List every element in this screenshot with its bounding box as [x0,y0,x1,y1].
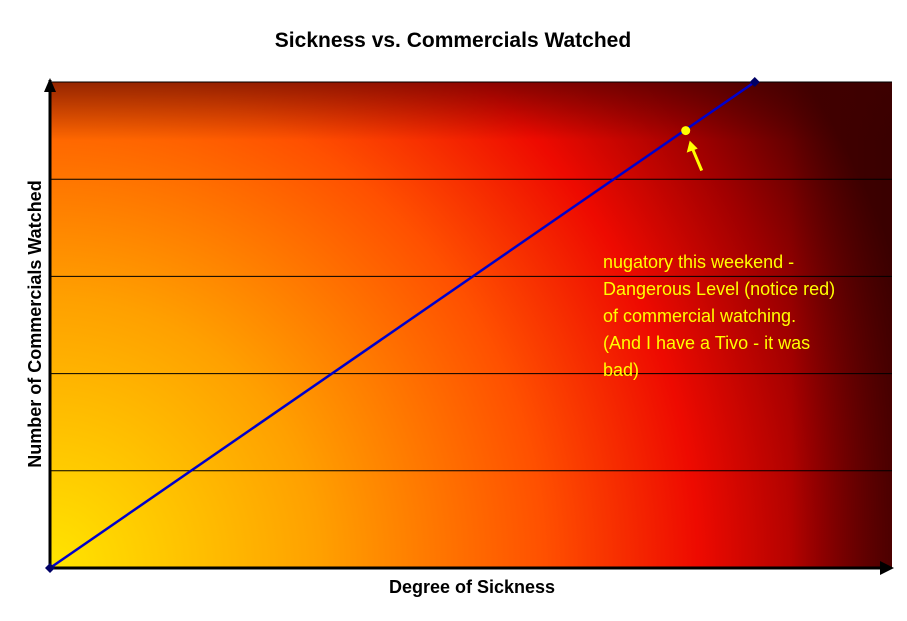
annotation-arrow-head [686,140,698,153]
plot-area-shade-top [50,82,892,568]
annotation-text-line: of commercial watching. [603,306,796,326]
y-axis-label: Number of Commercials Watched [25,180,45,467]
annotation-text-line: bad) [603,360,639,380]
annotation: nugatory this weekend - Dangerous Level (… [603,126,835,380]
series [45,77,760,573]
y-axis-arrow [44,78,56,92]
annotation-text-line: (And I have a Tivo - it was [603,333,810,353]
annotation-text-line: Dangerous Level (notice red) [603,279,835,299]
chart-title: Sickness vs. Commercials Watched [275,29,631,52]
annotation-text-line: nugatory this weekend - [603,252,794,272]
x-axis-arrow [880,561,894,575]
series-line [49,80,756,570]
data-point-marker [45,563,55,573]
axes [44,78,894,575]
highlight-point [681,126,691,136]
x-axis-label: Degree of Sickness [389,577,555,597]
data-point-marker [749,77,760,87]
